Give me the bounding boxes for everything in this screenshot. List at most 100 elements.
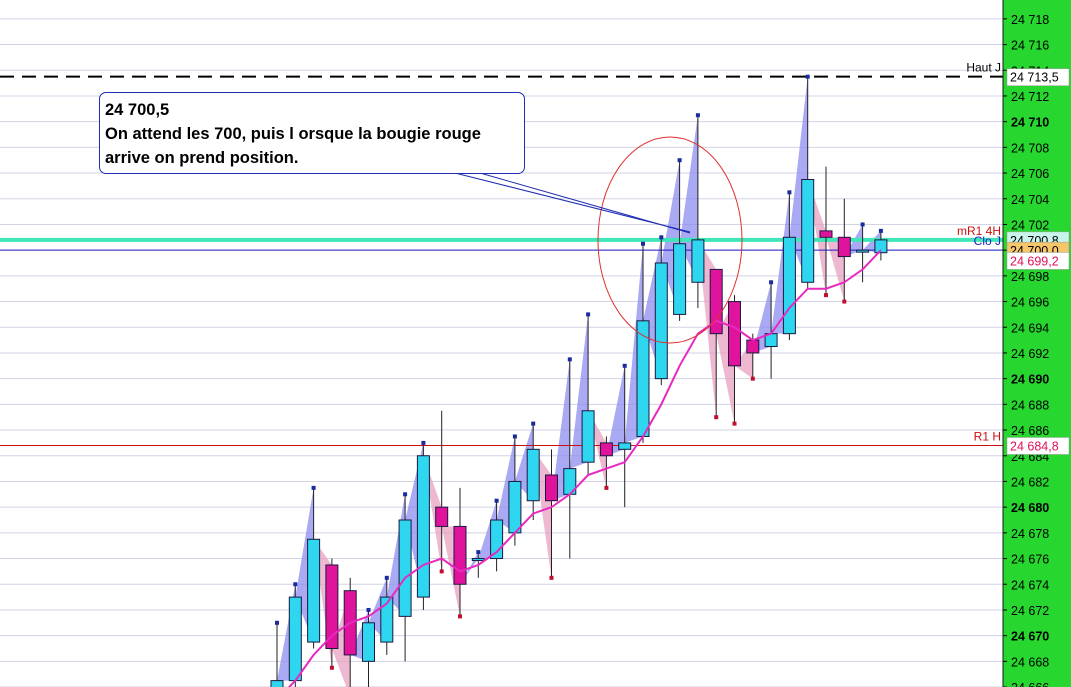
candle-marker	[622, 363, 627, 368]
candle-marker	[695, 113, 700, 118]
candle-body-down	[435, 506, 449, 527]
y-tick-label: 24 690	[1011, 373, 1049, 387]
candle-body-up	[416, 455, 430, 598]
candle-body-down	[819, 230, 833, 238]
y-tick-label: 24 678	[1011, 527, 1049, 541]
candle-body-up	[874, 239, 888, 254]
candle-marker	[384, 575, 389, 580]
candle-marker	[366, 607, 371, 612]
candle-body-up	[398, 519, 412, 617]
candle-marker	[805, 74, 810, 79]
trend-wedge	[551, 359, 570, 501]
candle-marker	[878, 228, 883, 233]
candle-body-down	[746, 339, 760, 354]
candle-marker	[329, 665, 334, 670]
candle-marker	[750, 376, 755, 381]
level-tag: 24 699,2	[1006, 252, 1070, 270]
candle	[563, 357, 577, 559]
candle-body-up	[618, 442, 632, 450]
candle	[709, 268, 723, 420]
annotation-callout: 24 700,5 On attend les 700, puis l orsqu…	[99, 92, 525, 174]
candle	[435, 410, 449, 574]
price-axis-background	[1003, 0, 1071, 687]
y-tick-label: 24 676	[1011, 553, 1049, 567]
candle-body-up	[288, 596, 302, 682]
level-tag-box	[1006, 437, 1070, 455]
level-tag-box	[1006, 252, 1070, 270]
y-tick-label: 24 682	[1011, 475, 1049, 489]
candle	[618, 363, 632, 508]
y-tick-label: 24 674	[1011, 578, 1049, 592]
candle-marker	[586, 312, 591, 317]
candle	[874, 228, 888, 261]
candle	[673, 158, 687, 321]
level-tag-value: 24 713,5	[1010, 71, 1059, 85]
y-tick-label: 24 680	[1011, 501, 1049, 515]
y-tick-label: 24 704	[1011, 193, 1049, 207]
candle	[526, 421, 540, 520]
candle-marker	[275, 620, 279, 625]
candle	[654, 235, 668, 386]
y-tick-label: 24 712	[1011, 90, 1049, 104]
y-tick-label: 24 708	[1011, 141, 1049, 155]
candle-marker	[403, 492, 408, 497]
annotation-line: On attend les 700, puis l orsque la boug…	[105, 125, 481, 143]
y-tick-label: 24 692	[1011, 347, 1049, 361]
candle-marker	[641, 241, 645, 246]
level-tag-value: 24 684,8	[1010, 439, 1059, 453]
candle-body-down	[545, 474, 558, 502]
candle	[581, 312, 595, 476]
level-caption: mR1 4H	[957, 224, 1001, 238]
candle-marker	[769, 280, 774, 285]
candle	[782, 190, 796, 341]
candle-body-down	[837, 236, 851, 258]
candle	[288, 582, 302, 687]
candle-marker	[421, 440, 426, 445]
candle-body-up	[581, 410, 595, 463]
candle	[691, 113, 705, 308]
candle-body-up	[801, 178, 815, 283]
candle-body-up	[307, 538, 321, 643]
annotation-line: 24 700,5	[105, 101, 170, 119]
candle-marker	[293, 582, 298, 587]
candle-body-up	[508, 480, 522, 534]
y-tick-label: 24 698	[1011, 270, 1049, 284]
candle	[837, 198, 851, 304]
candles	[270, 74, 888, 687]
level-tag-box	[1006, 68, 1070, 86]
y-tick-label: 24 696	[1011, 296, 1049, 310]
candle-body-up	[362, 622, 375, 662]
candle-marker	[494, 498, 499, 503]
candle-marker	[677, 158, 682, 163]
candle	[362, 607, 375, 687]
candle	[416, 440, 430, 610]
level-caption: Clo J	[974, 234, 1001, 248]
candle	[764, 280, 778, 379]
y-tick-label: 24 672	[1011, 604, 1049, 618]
candle-marker	[567, 357, 572, 362]
candle	[746, 333, 760, 381]
candle-marker	[787, 190, 792, 195]
candle	[819, 166, 833, 298]
candle-body-up	[654, 262, 668, 380]
candle-marker	[842, 299, 847, 304]
candle	[599, 436, 613, 490]
candle-body-down	[453, 525, 467, 585]
y-tick-label: 24 706	[1011, 167, 1049, 181]
candle	[728, 295, 741, 426]
candle-marker	[439, 569, 444, 574]
y-tick-label: 24 688	[1011, 398, 1049, 412]
y-tick-label: 24 670	[1011, 630, 1049, 644]
candle-marker	[458, 614, 462, 619]
candle-marker	[714, 415, 719, 420]
candle	[801, 74, 815, 289]
y-tick-label: 24 666	[1011, 681, 1049, 687]
candle-body-up	[691, 239, 705, 283]
y-tick-label: 24 694	[1011, 321, 1049, 335]
candle-marker	[604, 485, 609, 490]
candle-body-up	[270, 680, 284, 687]
y-tick-label: 24 668	[1011, 655, 1049, 669]
candle-body-down	[709, 268, 723, 335]
candle-marker	[824, 293, 828, 298]
